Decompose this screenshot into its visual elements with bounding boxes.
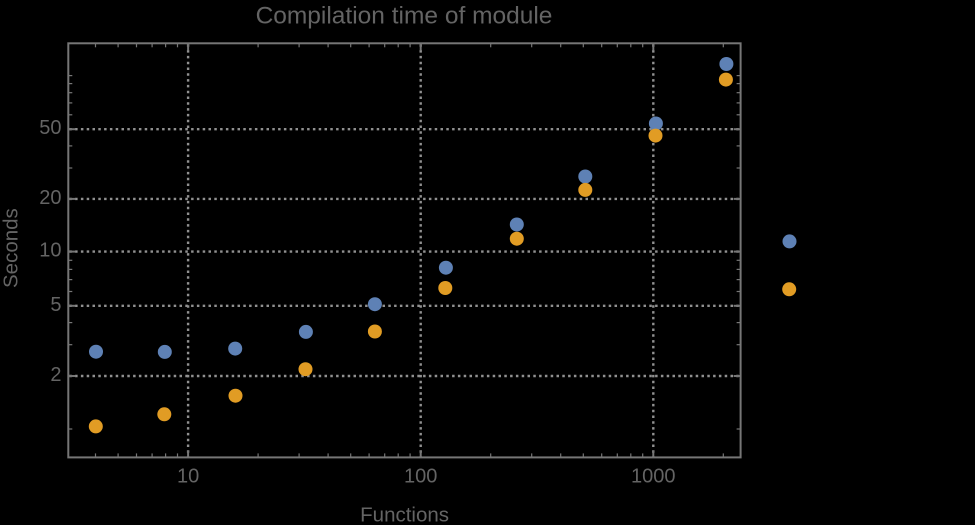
svg-text:10: 10: [39, 240, 61, 262]
svg-text:Seconds: Seconds: [0, 208, 23, 288]
svg-text:50: 50: [39, 117, 61, 139]
svg-text:Compilation time of module: Compilation time of module: [256, 3, 553, 30]
svg-text:20: 20: [39, 187, 61, 209]
svg-text:10: 10: [177, 466, 199, 488]
svg-text:2: 2: [50, 364, 61, 386]
svg-text:Functions: Functions: [360, 504, 449, 525]
svg-text:5: 5: [50, 294, 61, 316]
svg-text:100: 100: [404, 466, 437, 488]
svg-text:1000: 1000: [631, 466, 676, 488]
